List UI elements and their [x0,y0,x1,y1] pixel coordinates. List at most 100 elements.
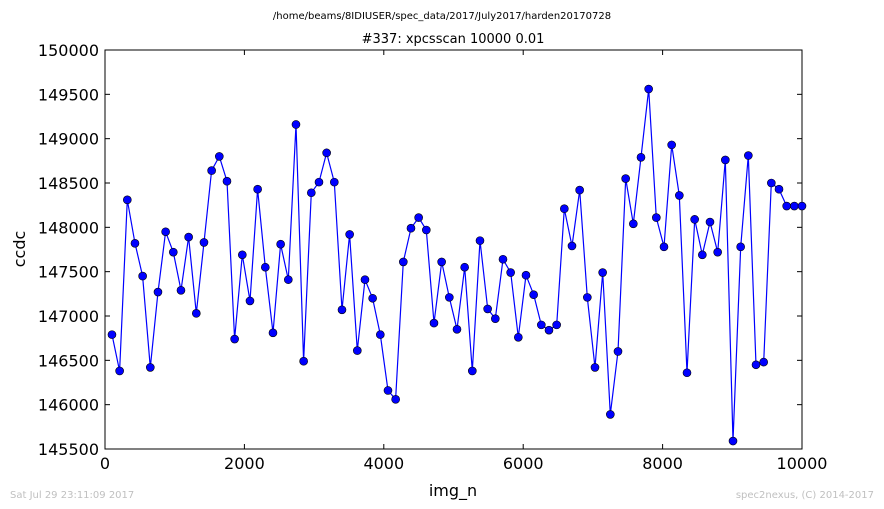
data-point [659,242,669,252]
data-point [759,357,768,367]
data-point [383,386,393,395]
data-point [399,257,408,267]
data-point [560,204,569,214]
data-point [514,332,523,342]
plot-area [104,49,803,450]
data-point [529,290,538,300]
data-point [521,270,531,280]
data-point [552,320,561,330]
data-point [215,152,224,161]
data-point [314,177,324,187]
data-point [368,293,377,303]
data-point [736,242,745,252]
data-point [230,334,239,344]
axis-ticks: 0 2000 4000 6000 8000 10000 145500 146000 146500… [38,41,828,473]
data-point [468,366,477,376]
data-point [544,325,554,335]
data-point [376,330,385,339]
data-point [460,262,469,272]
data-point [284,275,293,284]
x-axis-label: img_n [429,481,477,501]
data-point [498,254,508,264]
data-point [261,262,270,272]
data-point [782,201,791,211]
data-point [652,213,661,222]
data-point [130,238,140,248]
data-point [621,174,630,183]
data-point [406,223,416,233]
data-point [169,247,178,257]
data-point [337,305,347,315]
y-tick-label: 150000 [38,41,99,60]
data-point [675,191,684,200]
data-point [613,347,623,356]
y-tick-label: 146000 [38,396,99,415]
y-tick-label: 145500 [38,440,99,459]
data-point [360,275,370,284]
data-point [698,250,707,260]
data-point [629,219,638,229]
x-tick-label: 10000 [777,454,828,473]
data-point [682,368,692,378]
data-point [790,201,799,211]
data-point [115,366,124,376]
x-tick-label: 2000 [224,454,265,473]
data-point [583,293,592,302]
data-point [475,236,485,245]
data-point [253,184,262,194]
data-point [713,247,722,257]
data-point [690,215,699,224]
data-point [606,410,615,419]
data-point [644,84,653,94]
data-point [797,201,807,211]
data-point [153,287,163,297]
data-point [767,178,776,188]
x-tick-label: 6000 [503,454,544,473]
data-point [276,239,285,249]
data-point [291,120,301,129]
data-point [176,285,186,295]
data-point [491,314,500,323]
data-point [184,232,193,242]
data-point [123,195,132,205]
data-point [207,166,216,175]
x-tick-label: 4000 [363,454,404,473]
data-point [667,140,676,150]
y-axis-label: ccdc [10,231,29,268]
y-tick-label: 146500 [38,351,99,370]
data-point [590,363,600,372]
data-point [575,185,584,195]
data-point [728,436,738,446]
data-point [422,225,431,235]
data-point [299,356,308,366]
data-point [705,217,715,227]
data-point [429,318,439,328]
data-point [353,346,362,355]
data-point [537,320,546,330]
data-point [437,257,446,267]
footer-timestamp: Sat Jul 29 23:11:09 2017 [10,490,135,501]
data-point [774,184,784,194]
data-point [445,293,454,302]
x-tick-label: 8000 [642,454,683,473]
data-point [506,268,515,277]
data-point [146,363,155,372]
y-tick-label: 147000 [38,307,99,326]
data-point [192,309,201,318]
footer-credit: spec2nexus, (C) 2014-2017 [735,490,874,501]
data-point [268,328,278,338]
y-tick-label: 149500 [38,85,99,104]
data-point [744,151,753,160]
data-point [598,268,607,277]
y-tick-label: 148000 [38,218,99,237]
header-path: /home/beams/8IDIUSER/spec_data/2017/July… [273,11,611,22]
data-point [636,152,646,162]
data-point [452,324,462,334]
data-point [721,155,730,165]
y-tick-label: 148500 [38,174,99,193]
data-point [138,271,147,281]
data-point [345,230,354,239]
chart-title: #337: xpcsscan 10000 0.01 [362,32,545,47]
data-point [391,395,400,404]
